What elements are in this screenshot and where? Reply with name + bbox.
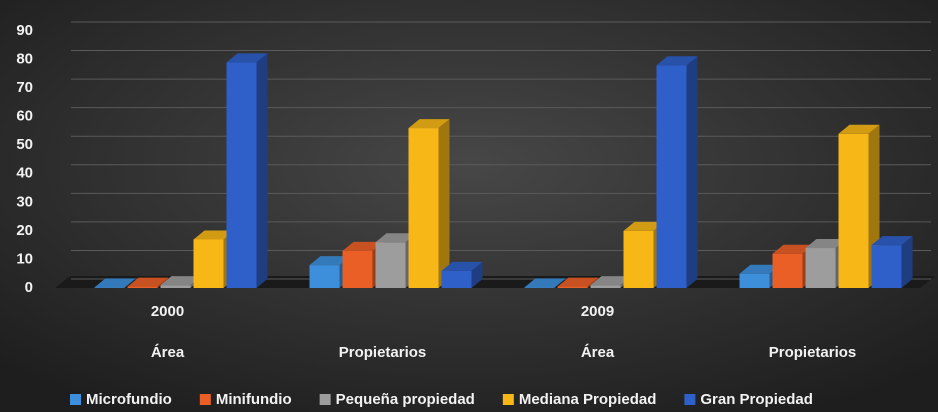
- legend-swatch: [684, 394, 696, 405]
- bar-top: [805, 239, 847, 249]
- legend-swatch: [199, 394, 211, 405]
- bar-side: [471, 261, 483, 288]
- bar: [94, 287, 125, 288]
- legend-label: Microfundio: [86, 391, 172, 408]
- bar-side: [438, 119, 450, 288]
- group-label: 2009: [581, 303, 614, 320]
- bar: [226, 62, 257, 289]
- bar: [309, 265, 340, 288]
- y-tick-label: 40: [16, 165, 33, 182]
- bar-top: [656, 56, 698, 66]
- bar: [375, 242, 406, 288]
- bar: [342, 250, 373, 288]
- bar-side: [554, 278, 566, 288]
- bar: [127, 286, 158, 288]
- x-tick-label: Área: [151, 344, 185, 361]
- bar: [590, 285, 621, 288]
- bar-top: [441, 261, 483, 271]
- bar-top: [623, 221, 665, 231]
- bar-top: [127, 277, 169, 287]
- legend-label: Pequeña propiedad: [336, 391, 475, 408]
- bar-top: [524, 278, 566, 288]
- bar: [557, 286, 588, 288]
- y-tick-label: 50: [16, 136, 33, 153]
- bar-top: [309, 256, 351, 266]
- bar: [772, 253, 803, 288]
- bar-side: [256, 53, 268, 289]
- bar-side: [157, 277, 169, 288]
- legend-swatch: [319, 394, 331, 405]
- bar-top: [557, 277, 599, 287]
- bar: [193, 239, 224, 288]
- bar: [160, 285, 191, 288]
- bar-side: [587, 277, 599, 288]
- legend-swatch: [70, 394, 81, 405]
- bar-top: [871, 236, 913, 246]
- x-tick-label: Propietarios: [339, 344, 427, 361]
- bar: [524, 287, 555, 288]
- y-tick-label: 10: [16, 250, 33, 267]
- bar: [739, 273, 770, 288]
- bar: [408, 128, 439, 288]
- y-tick-label: 20: [16, 222, 33, 239]
- bar-side: [124, 278, 136, 288]
- bar-top: [193, 230, 235, 240]
- x-tick-label: Propietarios: [769, 344, 857, 361]
- group-label: 2000: [151, 303, 184, 320]
- bar-top: [739, 264, 781, 274]
- y-tick-label: 90: [16, 22, 33, 39]
- bar: [838, 133, 869, 288]
- legend-swatch: [502, 394, 514, 405]
- y-tick-label: 60: [16, 108, 33, 125]
- y-tick-label: 80: [16, 51, 33, 68]
- bar: [656, 65, 687, 289]
- bar-side: [686, 56, 698, 289]
- bar-top: [160, 276, 202, 286]
- y-tick-label: 0: [25, 279, 33, 296]
- bar-top: [590, 276, 632, 286]
- legend-label: Minifundio: [216, 391, 292, 408]
- x-tick-label: Área: [581, 344, 615, 361]
- bar-top: [772, 244, 814, 254]
- legend-label: Gran Propiedad: [700, 391, 813, 408]
- bar-top: [408, 119, 450, 129]
- bar: [871, 245, 902, 288]
- bar-top: [94, 278, 136, 288]
- bar-top: [226, 53, 268, 63]
- bar-top: [375, 233, 417, 243]
- legend-label: Mediana Propiedad: [519, 391, 657, 408]
- bar: [623, 230, 654, 288]
- y-tick-label: 30: [16, 193, 33, 210]
- bar: [441, 270, 472, 288]
- y-tick-label: 70: [16, 79, 33, 96]
- bar: [805, 248, 836, 288]
- bar-top: [342, 241, 384, 251]
- bar-top: [838, 124, 880, 134]
- bar-side: [901, 236, 913, 288]
